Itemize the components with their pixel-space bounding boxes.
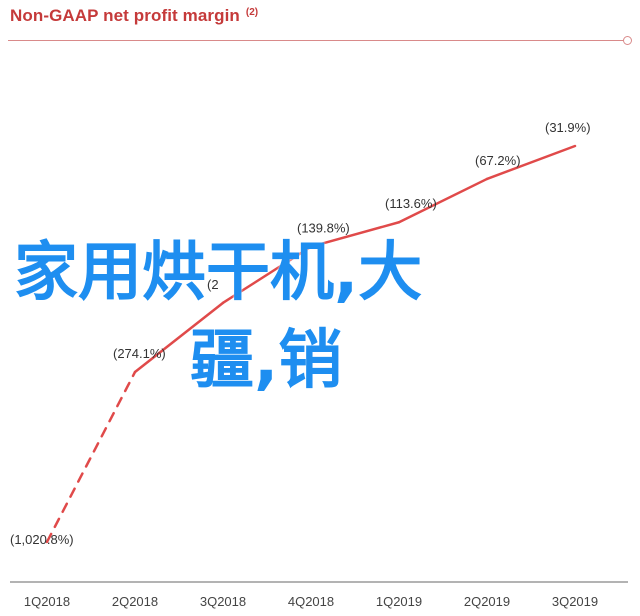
- x-tick-label: 3Q2018: [200, 594, 246, 609]
- x-tick-label: 3Q2019: [552, 594, 598, 609]
- x-tick-label: 2Q2018: [112, 594, 158, 609]
- chart-title-group: Non-GAAP net profit margin (2): [10, 6, 258, 30]
- data-label: (2: [207, 277, 219, 292]
- data-label: (67.2%): [475, 153, 521, 168]
- series-line-segment: [485, 144, 577, 181]
- series-line-segment: [221, 245, 313, 305]
- data-label: (31.9%): [545, 120, 591, 135]
- x-tick-label: 4Q2018: [288, 594, 334, 609]
- watermark-text-line-2: 疆,销: [190, 324, 343, 398]
- watermark-text-line-1: 家用烘干机,大: [14, 236, 423, 310]
- series-line-segment: [397, 177, 489, 224]
- series-line-segment: [133, 301, 225, 374]
- title-divider-end-dot: [623, 36, 632, 45]
- x-tick-label: 1Q2019: [376, 594, 422, 609]
- series-line-segment: [45, 370, 137, 544]
- x-tick-label: 1Q2018: [24, 594, 70, 609]
- x-tick-label: 2Q2019: [464, 594, 510, 609]
- data-label: (1,020.8%): [10, 532, 74, 547]
- data-label: (274.1%): [113, 346, 166, 361]
- data-label: (139.8%): [297, 221, 350, 236]
- series-line-segment: [309, 220, 401, 248]
- data-label: (113.6%): [385, 196, 437, 211]
- chart-title-footnote: (2): [245, 7, 259, 18]
- title-divider: [8, 40, 626, 41]
- chart-title: Non-GAAP net profit margin: [10, 6, 240, 25]
